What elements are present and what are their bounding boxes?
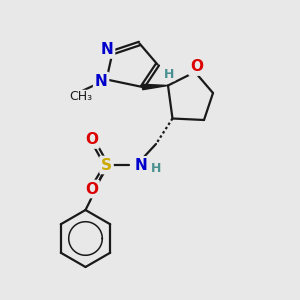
Text: CH₃: CH₃ bbox=[69, 90, 93, 104]
Text: N: N bbox=[101, 42, 113, 57]
Text: S: S bbox=[101, 158, 112, 172]
Text: H: H bbox=[164, 68, 175, 81]
Text: N: N bbox=[135, 158, 147, 172]
Text: N: N bbox=[95, 74, 107, 88]
Text: H: H bbox=[151, 161, 161, 175]
Text: O: O bbox=[85, 182, 98, 196]
Polygon shape bbox=[142, 84, 168, 90]
Text: O: O bbox=[190, 59, 203, 74]
Text: O: O bbox=[85, 132, 98, 147]
